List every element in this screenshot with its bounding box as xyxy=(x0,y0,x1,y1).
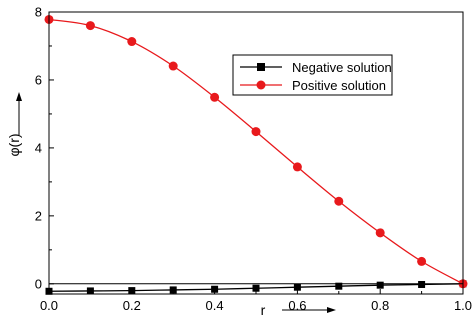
y-axis-title-group: φ(r) xyxy=(6,133,22,156)
x-tick-label: 0.4 xyxy=(206,298,224,313)
data-point-square xyxy=(169,286,177,294)
x-tick-label: 0.0 xyxy=(40,298,58,313)
data-point-circle xyxy=(417,256,427,266)
data-point-square xyxy=(128,287,136,295)
data-point-square xyxy=(211,285,219,293)
data-point-circle xyxy=(292,162,302,172)
legend-marker-positive xyxy=(256,80,266,90)
legend: Negative solution Positive solution xyxy=(232,54,393,96)
data-point-square xyxy=(293,283,301,291)
x-axis-title: r xyxy=(261,302,266,318)
y-tick-label: 8 xyxy=(35,5,42,20)
y-tick-label: 4 xyxy=(35,140,42,155)
legend-label-positive: Positive solution xyxy=(292,78,386,93)
y-tick-label: 0 xyxy=(35,276,42,291)
data-point-circle xyxy=(85,21,95,31)
x-tick-label: 0.8 xyxy=(371,298,389,313)
data-point-circle xyxy=(210,92,220,102)
series-markers xyxy=(44,14,468,295)
x-tick-label: 0.2 xyxy=(123,298,141,313)
data-point-circle xyxy=(251,127,261,137)
data-point-circle xyxy=(168,61,178,71)
data-point-circle xyxy=(127,37,137,47)
data-point-square xyxy=(86,287,94,295)
y-tick-label: 2 xyxy=(35,208,42,223)
legend-label-negative: Negative solution xyxy=(292,60,392,75)
data-point-square xyxy=(252,284,260,292)
axis-ticks: 0.0 0.2 0.4 0.6 0.8 1.0 0 2 4 6 8 xyxy=(35,5,472,314)
legend-item-negative: Negative solution xyxy=(240,60,392,75)
data-point-square xyxy=(376,281,384,289)
data-point-circle xyxy=(375,228,385,238)
x-tick-label: 0.6 xyxy=(288,298,306,313)
x-axis-arrow-head xyxy=(327,307,336,313)
plot-frame xyxy=(48,11,464,295)
x-tick-label: 1.0 xyxy=(454,298,472,313)
y-axis-title: φ(r) xyxy=(6,133,22,156)
data-point-square xyxy=(418,280,426,288)
data-point-circle xyxy=(334,196,344,206)
legend-marker-negative xyxy=(257,63,265,71)
legend-item-positive: Positive solution xyxy=(240,78,386,93)
y-tick-label: 6 xyxy=(35,72,42,87)
data-point-square xyxy=(335,282,343,290)
y-axis-arrow-head xyxy=(16,92,22,101)
